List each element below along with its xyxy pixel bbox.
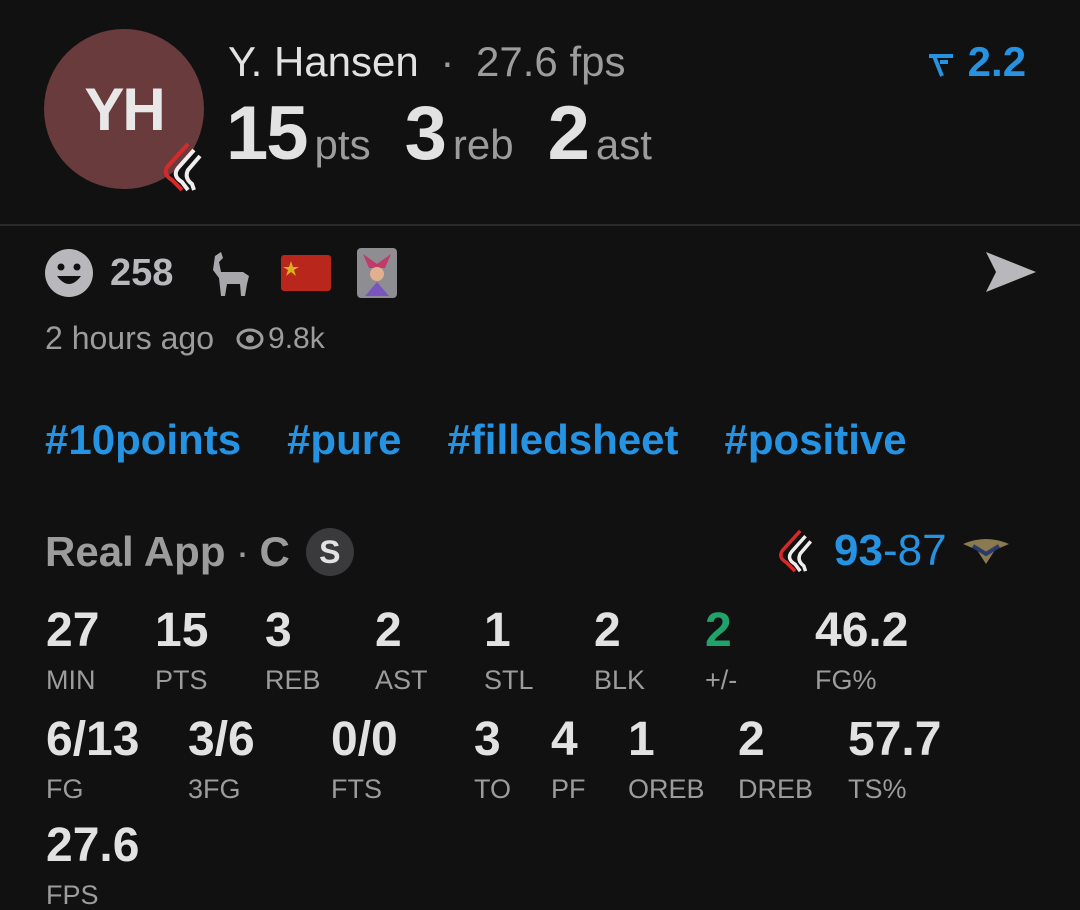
score-dash: - bbox=[882, 526, 898, 575]
stat-pf: 4 PF bbox=[551, 716, 586, 803]
stat-value: 15 bbox=[155, 604, 209, 657]
hashtags: #10points #pure #filledsheet #positive bbox=[45, 416, 907, 464]
stat-label: PTS bbox=[155, 665, 208, 695]
divider bbox=[0, 224, 1080, 226]
pts-value: 15 bbox=[226, 91, 309, 176]
game-source: Real App · C S bbox=[45, 528, 354, 576]
status-badge: S bbox=[305, 528, 354, 576]
ast-label: ast bbox=[595, 121, 652, 168]
home-score: 93 bbox=[834, 526, 883, 575]
stat-blk: 2 BLK bbox=[594, 607, 645, 694]
game-score: 93 - 87 bbox=[774, 526, 1011, 576]
stat-value: 0/0 bbox=[331, 713, 398, 766]
stat-label: STL bbox=[484, 665, 534, 695]
stat-label: FG% bbox=[815, 665, 877, 695]
avatar[interactable]: YH bbox=[44, 29, 204, 189]
smiley-icon[interactable] bbox=[44, 248, 94, 298]
stat-value: 2 bbox=[375, 604, 402, 657]
hashtag[interactable]: #pure bbox=[287, 416, 402, 463]
stat-label: FTS bbox=[331, 774, 382, 804]
eye-icon bbox=[236, 328, 264, 349]
stat-value: 57.7 bbox=[848, 713, 942, 766]
trail-blazers-logo-icon bbox=[779, 529, 813, 573]
view-count: 9.8k bbox=[268, 321, 325, 355]
stat-label: AST bbox=[375, 665, 428, 695]
stat-ast: 2 AST bbox=[375, 607, 428, 694]
stat-value: 46.2 bbox=[815, 604, 909, 657]
stat-fts: 0/0 FTS bbox=[331, 716, 398, 803]
separator: · bbox=[235, 528, 250, 575]
stat-oreb: 1 OREB bbox=[628, 716, 705, 803]
stat-value: 3 bbox=[265, 604, 292, 657]
post-meta: 2 hours ago 9.8k bbox=[45, 320, 325, 357]
stat-label: BLK bbox=[594, 665, 646, 695]
stat-label: REB bbox=[265, 665, 321, 695]
stat-label: FG bbox=[46, 774, 84, 804]
stat-value: 2 bbox=[738, 713, 765, 766]
stat-label: TS% bbox=[848, 774, 907, 804]
trend-arrow-icon bbox=[929, 53, 953, 77]
stat-value: 27.6 bbox=[46, 819, 140, 872]
stat-value: 6/13 bbox=[46, 713, 140, 766]
stat-value: 27 bbox=[46, 604, 100, 657]
source-name: Real App bbox=[45, 528, 226, 575]
player-position: C bbox=[259, 528, 290, 575]
stat-3fg: 3/6 3FG bbox=[188, 716, 255, 803]
avatar-initials: YH bbox=[84, 75, 165, 143]
stat-xxx: 2 +/- bbox=[705, 607, 737, 694]
pts-label: pts bbox=[314, 121, 371, 168]
pelicans-logo-icon bbox=[962, 539, 1009, 564]
send-icon[interactable] bbox=[984, 250, 1038, 294]
china-flag-icon[interactable] bbox=[281, 255, 332, 291]
headline-stats: 15 pts 3 reb 2 ast bbox=[226, 90, 686, 177]
goat-icon[interactable] bbox=[205, 248, 255, 298]
stat-label: MIN bbox=[46, 665, 96, 695]
rating-value: 2.2 bbox=[967, 38, 1027, 85]
stat-label: 3FG bbox=[188, 774, 241, 804]
stat-fgx: 46.2 FG% bbox=[815, 607, 908, 694]
stat-pts: 15 PTS bbox=[155, 607, 208, 694]
stat-value: 1 bbox=[628, 713, 655, 766]
ast-value: 2 bbox=[547, 91, 590, 176]
stat-label: DREB bbox=[738, 774, 814, 804]
stat-min: 27 MIN bbox=[46, 607, 99, 694]
stat-fps: 27.6 FPS bbox=[46, 822, 139, 909]
reb-label: reb bbox=[452, 121, 514, 168]
player-header: Y. Hansen · 27.6 fps bbox=[228, 38, 626, 86]
stat-label: TO bbox=[474, 774, 512, 804]
hashtag[interactable]: #10points bbox=[45, 416, 242, 463]
hashtag[interactable]: #positive bbox=[724, 416, 907, 463]
stat-label: OREB bbox=[628, 774, 705, 804]
away-score: 87 bbox=[897, 526, 947, 575]
stat-value: 3/6 bbox=[188, 713, 255, 766]
rating: 2.2 bbox=[926, 38, 1026, 86]
stat-tsx: 57.7 TS% bbox=[848, 716, 941, 803]
stat-label: +/- bbox=[705, 665, 738, 695]
reb-value: 3 bbox=[404, 91, 447, 176]
reactions-bar: 258 bbox=[44, 248, 398, 298]
stat-value: 4 bbox=[551, 713, 578, 766]
player-fps: 27.6 fps bbox=[476, 38, 626, 85]
stat-stl: 1 STL bbox=[484, 607, 534, 694]
stat-value: 2 bbox=[594, 604, 621, 657]
trail-blazers-logo-icon bbox=[163, 142, 202, 192]
stat-reb: 3 REB bbox=[265, 607, 321, 694]
stat-value: 3 bbox=[474, 713, 501, 766]
separator: · bbox=[440, 38, 455, 85]
stat-fg: 6/13 FG bbox=[46, 716, 139, 803]
stat-value: 1 bbox=[484, 604, 511, 657]
stat-label: PF bbox=[551, 774, 586, 804]
jester-icon[interactable] bbox=[357, 248, 398, 298]
stat-dreb: 2 DREB bbox=[738, 716, 813, 803]
stat-value: 2 bbox=[705, 604, 732, 657]
reaction-count: 258 bbox=[110, 251, 174, 294]
hashtag[interactable]: #filledsheet bbox=[447, 416, 679, 463]
stat-to: 3 TO bbox=[474, 716, 511, 803]
stat-label: FPS bbox=[46, 880, 99, 910]
post-time: 2 hours ago bbox=[45, 320, 215, 356]
player-name[interactable]: Y. Hansen bbox=[228, 38, 419, 85]
